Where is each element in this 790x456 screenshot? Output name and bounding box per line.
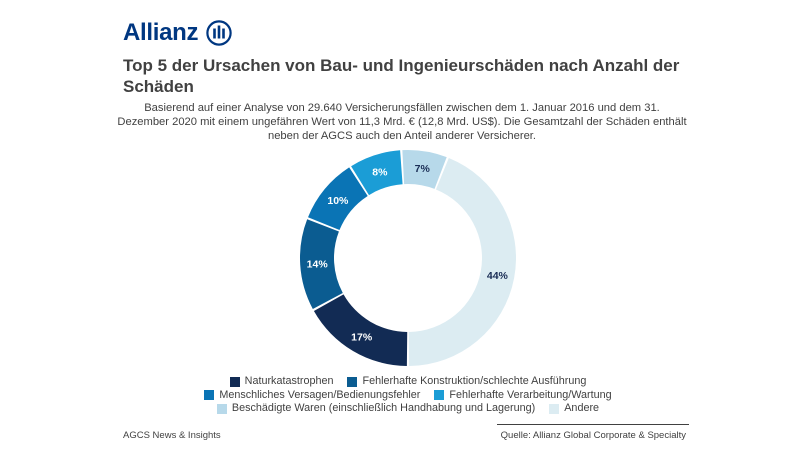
chart-legend: Naturkatastrophen Fehlerhafte Konstrukti… (113, 375, 703, 416)
legend-swatch (229, 376, 240, 387)
brand-name: Allianz (123, 19, 199, 46)
legend-swatch (216, 403, 227, 414)
legend-item: Andere (549, 402, 599, 415)
footer-source: Quelle: Allianz Global Corporate & Speci… (500, 430, 686, 441)
legend-item: Fehlerhafte Konstruktion/schlechte Ausfü… (347, 375, 586, 388)
slice-data-label: 14% (307, 259, 329, 271)
donut-slice (313, 294, 408, 366)
legend-swatch (204, 390, 215, 400)
legend-label: Menschliches Versagen/Bedienungsfehler (219, 388, 421, 401)
chart-title: Top 5 der Ursachen von Bau- und Ingenieu… (123, 56, 680, 96)
footer-publisher: AGCS News & Insights (123, 430, 221, 441)
legend-label: Naturkatastrophen (244, 375, 334, 387)
infographic: Allianz Top 5 der Ursachen von Bau- und … (113, 0, 689, 456)
legend-item: Naturkatastrophen (229, 375, 334, 388)
legend-item: Menschliches Versagen/Bedienungsfehler (204, 389, 420, 402)
donut-chart: 17% 14% 10% 8% 7% 44% (300, 150, 516, 366)
slice-data-label: 17% (351, 331, 373, 343)
slice-data-label: 7% (415, 163, 431, 175)
allianz-logo: Allianz (123, 18, 232, 48)
legend-swatch (434, 390, 445, 400)
donut-slice (308, 167, 368, 231)
legend-row: Beschädigte Waren (einschließlich Handha… (113, 402, 703, 415)
footer-divider (497, 424, 689, 425)
donut-slice (402, 150, 447, 189)
legend-label: Beschädigte Waren (einschließlich Handha… (231, 402, 536, 414)
legend-row: Menschliches Versagen/Bedienungsfehler F… (113, 389, 703, 402)
legend-row: Naturkatastrophen Fehlerhafte Konstrukti… (113, 375, 703, 388)
legend-label: Fehlerhafte Konstruktion/schlechte Ausfü… (362, 375, 587, 387)
slice-data-label: 10% (327, 195, 349, 207)
legend-item: Fehlerhafte Verarbeitung/Wartung (434, 388, 612, 402)
donut-slice (408, 158, 516, 366)
donut-slice (300, 219, 343, 310)
legend-label: Andere (564, 402, 600, 414)
legend-swatch (549, 403, 560, 414)
chart-subtitle: Basierend auf einer Analyse von 29.640 V… (117, 102, 687, 142)
legend-swatch (347, 376, 358, 387)
legend-label: Fehlerhafte Verarbeitung/Wartung (449, 388, 612, 401)
donut-slice (351, 150, 403, 196)
legend-item: Beschädigte Waren (einschließlich Handha… (216, 402, 536, 415)
allianz-eagle-icon (206, 20, 232, 46)
slice-data-label: 44% (487, 270, 509, 282)
slice-data-label: 8% (372, 166, 388, 178)
